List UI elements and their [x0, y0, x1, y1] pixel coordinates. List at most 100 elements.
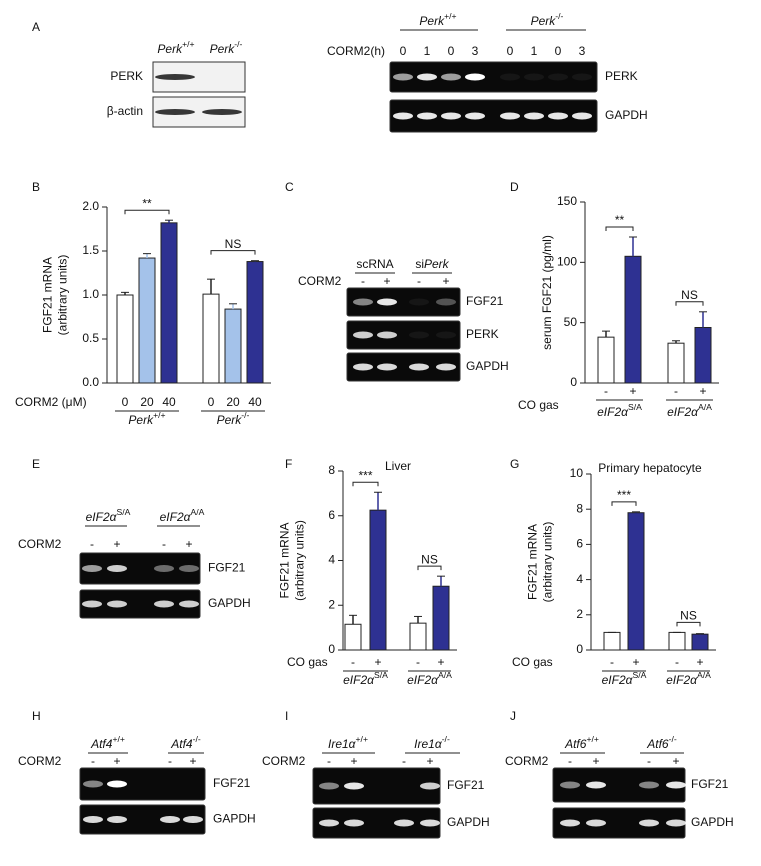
label-part: +/+: [153, 410, 165, 420]
lane-label: +: [113, 537, 120, 551]
y-tick-label: 1.5: [82, 243, 99, 257]
gel-image: [79, 589, 201, 619]
y-tick-label: 0.0: [82, 375, 99, 389]
gel-image: [389, 99, 598, 133]
row-label: FGF21: [208, 561, 246, 575]
band: [83, 816, 103, 823]
significance-label: **: [142, 196, 152, 210]
label-part: -/-: [442, 734, 450, 744]
gel-image: [79, 804, 206, 835]
lane-label: -: [647, 754, 651, 768]
y-tick-label: 10: [570, 466, 584, 480]
label-part: A/A: [698, 402, 712, 412]
band: [666, 781, 686, 789]
group-label: eIF2αA/A: [666, 670, 711, 687]
panel-label: B: [32, 180, 40, 194]
label-part: Perk: [157, 42, 183, 56]
band: [83, 780, 103, 788]
bar: [246, 261, 264, 384]
lane-label: +: [442, 274, 449, 288]
band: [548, 112, 568, 120]
panel-label: C: [285, 180, 294, 194]
band: [639, 819, 659, 827]
label-part: Atf4: [170, 737, 193, 751]
panel-label: D: [510, 180, 519, 194]
group-label: eIF2αS/A: [597, 402, 642, 419]
band: [353, 331, 373, 339]
treatment-label: CORM2: [505, 754, 549, 768]
label-part: S/A: [632, 670, 646, 680]
x-axis-label: CO gas: [512, 655, 553, 669]
group-label: Perk-/-: [531, 11, 564, 28]
band: [82, 565, 102, 572]
group-label: Atf4-/-: [170, 734, 201, 751]
significance-bracket: [352, 481, 379, 487]
significance-label: NS: [681, 288, 698, 302]
lane-label: -: [402, 754, 406, 768]
band: [420, 819, 440, 827]
label-part: eIF2α: [86, 510, 118, 524]
band: [107, 816, 127, 823]
band: [548, 73, 568, 81]
label-part: A/A: [438, 670, 452, 680]
label-part: eIF2α: [343, 673, 375, 687]
band: [353, 363, 373, 371]
significance-label: NS: [680, 609, 697, 623]
treatment-label: CORM2: [18, 537, 62, 551]
y-axis-label: FGF21 mRNA: [278, 522, 292, 598]
bar: [597, 336, 615, 384]
label-part: Perk: [419, 14, 445, 28]
band: [377, 298, 397, 306]
x-tick-label: +: [629, 384, 636, 398]
x-tick-label: -: [610, 655, 614, 669]
significance-bracket: [124, 209, 170, 215]
band: [107, 780, 127, 788]
band: [393, 112, 413, 120]
y-tick-label: 150: [557, 194, 577, 208]
significance-label: ***: [617, 488, 631, 502]
row-label: β-actin: [107, 104, 143, 118]
gel-image: [79, 767, 206, 801]
label-part: eIF2α: [407, 673, 439, 687]
band: [319, 819, 339, 827]
band: [107, 565, 127, 572]
lane-label: 1: [531, 44, 538, 58]
row-label: GAPDH: [691, 815, 734, 829]
y-axis-label: (arbitrary units): [293, 520, 307, 601]
group-label: scRNA: [356, 257, 393, 271]
y-tick-label: 2: [328, 597, 335, 611]
row-label: PERK: [110, 69, 143, 83]
treatment-label: CORM2: [298, 274, 342, 288]
group-label: eIF2αA/A: [667, 402, 712, 419]
bar: [369, 509, 387, 651]
x-tick-label: 40: [248, 395, 262, 409]
bar: [202, 293, 220, 384]
panel-label: E: [32, 457, 40, 471]
y-tick-label: 8: [328, 463, 335, 477]
band: [82, 600, 102, 608]
lane-label: 0: [555, 44, 562, 58]
band: [586, 819, 606, 827]
significance-bracket: [210, 250, 256, 255]
row-label: GAPDH: [605, 108, 648, 122]
x-axis-label: CORM2 (μM): [15, 395, 87, 409]
lane-label: +: [672, 754, 679, 768]
label-part: eIF2α: [666, 673, 698, 687]
label-part: eIF2α: [160, 510, 192, 524]
row-label: FGF21: [213, 776, 251, 790]
chart-title: Liver: [385, 459, 411, 473]
lane-label: +: [113, 754, 120, 768]
lane-label: +: [350, 754, 357, 768]
bar: [138, 257, 156, 384]
band: [154, 600, 174, 608]
band: [409, 363, 429, 371]
band: [500, 112, 520, 120]
panel-label: G: [510, 457, 519, 471]
y-axis-label: (arbitrary units): [56, 255, 70, 336]
y-tick-label: 6: [328, 508, 335, 522]
bar: [668, 631, 686, 651]
lane-label: +: [185, 537, 192, 551]
band: [524, 73, 544, 81]
band: [377, 331, 397, 339]
